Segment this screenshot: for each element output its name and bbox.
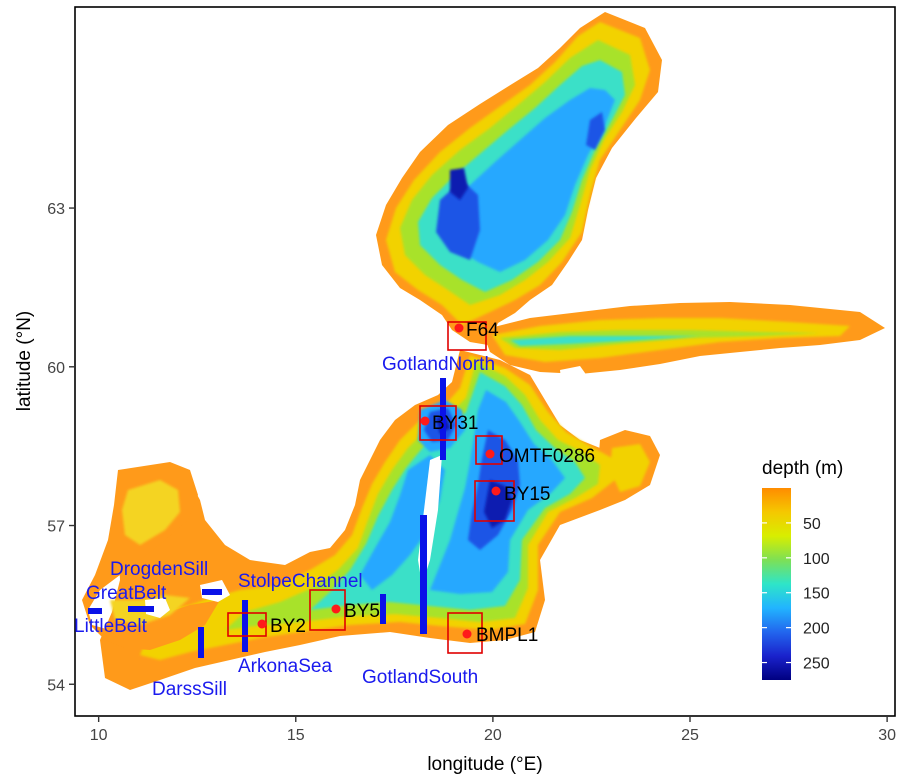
y-tick-label: 57 [47,519,65,536]
legend-label: 150 [803,586,830,603]
station-label: BMPL1 [476,625,538,646]
label-gotlandnorth: GotlandNorth [382,354,495,375]
legend-colorbar [762,488,791,680]
legend-label: 250 [803,656,830,673]
x-axis: 10 15 20 25 30 longitude (°E) [90,716,896,775]
x-tick-label: 20 [484,727,502,744]
y-axis-label: latitude (°N) [14,311,35,412]
label-stolpechannel: StolpeChannel [238,571,363,592]
legend-label: 200 [803,621,830,638]
station-marker [332,605,341,614]
label-littlebelt: LittleBelt [74,616,148,637]
label-gotlandsouth: GotlandSouth [362,667,478,688]
station-marker [421,417,430,426]
station-marker [463,630,472,639]
transect-greatbelt [128,606,154,612]
transect-gotlandsouth [420,515,427,634]
y-tick-label: 60 [47,360,65,377]
legend-label: 50 [803,516,821,533]
label-greatbelt: GreatBelt [86,583,167,604]
station-marker [492,487,501,496]
y-axis: 54 57 60 63 latitude (°N) [14,201,75,694]
label-darsssill: DarssSill [152,679,227,700]
x-tick-label: 30 [878,727,896,744]
x-tick-label: 25 [681,727,699,744]
transect-stolpechannel [380,594,386,624]
y-tick-label: 63 [47,201,65,218]
transect-drogdensill [202,589,222,595]
x-tick-label: 10 [90,727,108,744]
station-label: BY2 [270,616,306,637]
station-marker [486,450,495,459]
station-label: F64 [466,320,499,341]
label-arkonasea: ArkonaSea [238,656,332,677]
transect-darsssill [198,627,204,658]
station-label: BY31 [432,413,478,434]
transect-littlebelt [88,608,102,614]
legend-label: 100 [803,551,830,568]
station-marker [455,324,464,333]
station-marker [258,620,267,629]
x-tick-label: 15 [287,727,305,744]
station-label: BY5 [344,601,380,622]
station-label: BY15 [504,484,550,505]
y-tick-label: 54 [47,677,65,694]
x-axis-label: longitude (°E) [427,754,542,775]
station-label: OMTF0286 [499,446,595,467]
label-drogdensill: DrogdenSill [110,559,208,580]
legend-title: depth (m) [762,458,843,479]
transect-arkonasea [242,600,248,652]
